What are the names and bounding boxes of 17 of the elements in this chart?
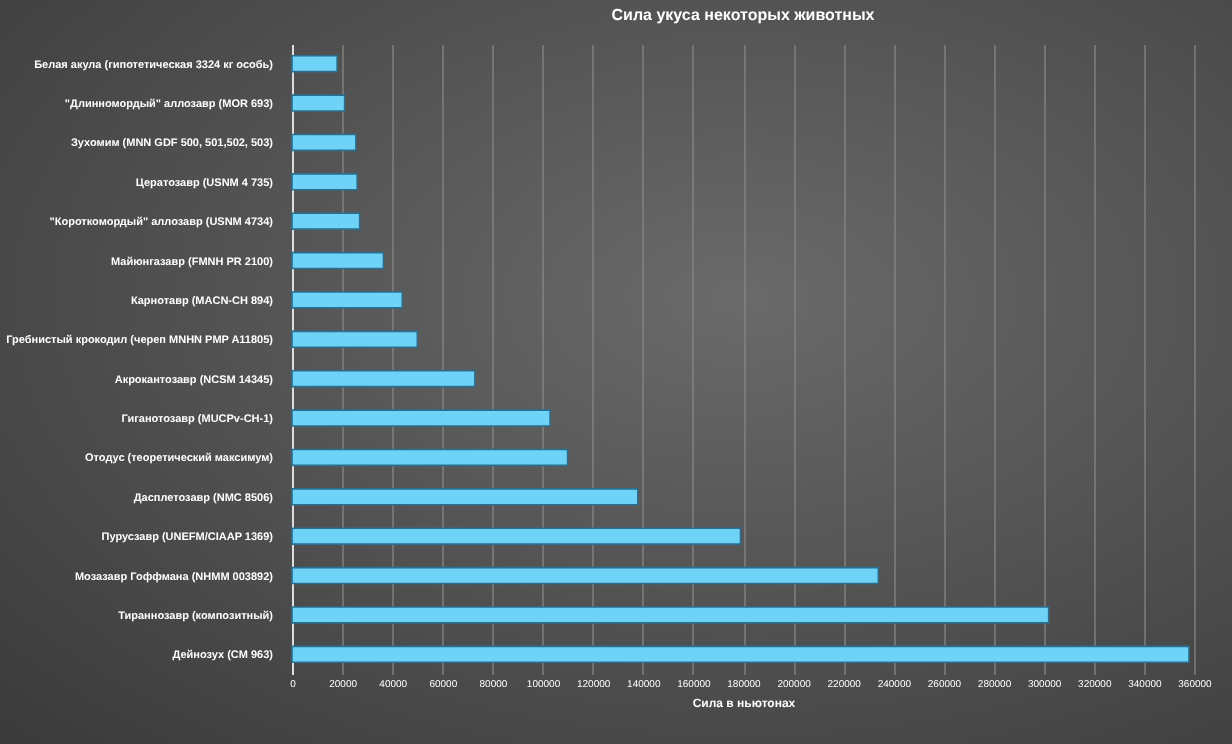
bar <box>291 251 385 270</box>
bar <box>291 527 742 545</box>
bar <box>291 212 361 230</box>
bar <box>291 645 1190 664</box>
bar <box>291 369 476 388</box>
bar <box>291 566 880 585</box>
bar <box>291 330 419 349</box>
bar <box>291 409 551 427</box>
bar <box>291 54 338 73</box>
bar <box>291 448 569 467</box>
bar <box>291 606 1050 624</box>
bar <box>291 488 639 506</box>
bar <box>291 291 404 309</box>
bar <box>291 94 346 112</box>
bar <box>291 133 357 152</box>
chart-title: Сила укуса некоторых животных <box>611 6 876 24</box>
bar <box>291 173 358 191</box>
